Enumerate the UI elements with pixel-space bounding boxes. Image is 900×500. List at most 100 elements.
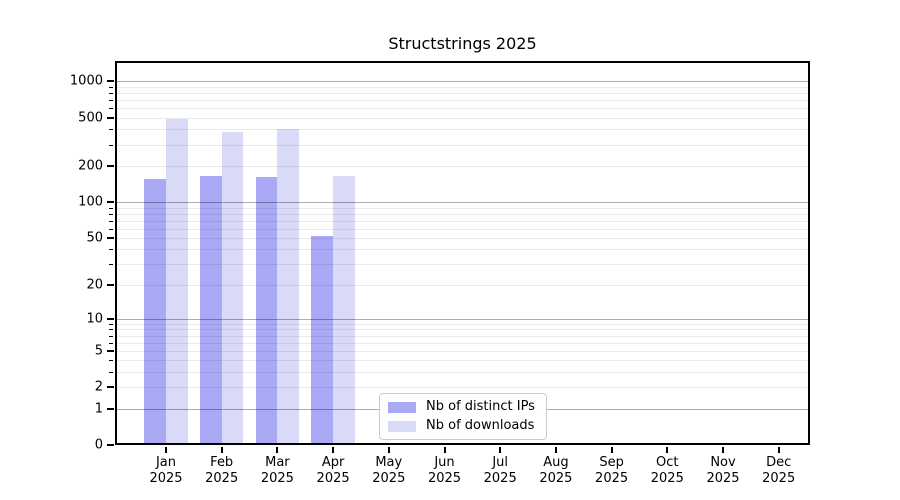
x-tick-label-sep: Sep 2025 bbox=[595, 455, 629, 486]
bar-nb-of-distinct-ips-mar bbox=[255, 177, 278, 445]
legend-swatch-downloads bbox=[388, 420, 416, 432]
x-tick-dec bbox=[777, 447, 780, 453]
x-tick-may bbox=[387, 447, 390, 453]
gridline-minor-30 bbox=[115, 264, 810, 266]
gridline-minor-9 bbox=[115, 323, 810, 325]
y-minortick-70 bbox=[109, 220, 113, 222]
legend-item-downloads: Nb of downloads bbox=[388, 418, 535, 434]
y-tick-label-200: 200 bbox=[78, 158, 103, 174]
y-minortick-900 bbox=[109, 86, 113, 88]
y-minortick-80 bbox=[109, 213, 113, 215]
gridline-minor-80 bbox=[115, 213, 810, 215]
x-tick-label-dec: Dec 2025 bbox=[762, 455, 796, 486]
y-minortick-90 bbox=[109, 207, 113, 209]
gridline-major-10 bbox=[115, 318, 810, 320]
x-tick-jan bbox=[165, 447, 167, 453]
x-tick-nov bbox=[722, 447, 724, 453]
x-tick-apr bbox=[332, 447, 335, 453]
x-tick-label-feb: Feb 2025 bbox=[205, 455, 239, 486]
x-tick-label-may: May 2025 bbox=[372, 455, 406, 486]
bar-nb-of-distinct-ips-apr bbox=[311, 235, 334, 445]
gridline-minor-800 bbox=[115, 93, 810, 94]
gridline-minor-6 bbox=[115, 342, 810, 344]
gridline-minor-50 bbox=[115, 237, 810, 239]
bar-nb-of-downloads-mar bbox=[277, 129, 300, 445]
y-tick-0 bbox=[107, 444, 114, 446]
gridline-major-100 bbox=[115, 202, 810, 204]
legend-label-distinct-ips: Nb of distinct IPs bbox=[426, 399, 535, 414]
y-tick-100 bbox=[107, 201, 114, 204]
y-tick-2 bbox=[107, 386, 114, 389]
y-tick-50 bbox=[107, 236, 114, 239]
gridline-minor-90 bbox=[115, 207, 810, 209]
gridline-minor-900 bbox=[115, 86, 810, 88]
y-tick-200 bbox=[107, 164, 114, 167]
x-tick-label-jul: Jul 2025 bbox=[483, 455, 517, 486]
y-tick-label-50: 50 bbox=[86, 230, 103, 246]
bar-nb-of-distinct-ips-feb bbox=[200, 175, 222, 445]
y-minortick-30 bbox=[109, 264, 113, 266]
plot-area: 0 1 2 5 10 20 50 100 200 500 1000 Jan 2025 Feb 2025 Mar… bbox=[70, 61, 810, 486]
y-minortick-4 bbox=[109, 360, 113, 362]
y-minortick-600 bbox=[109, 108, 113, 110]
y-tick-20 bbox=[107, 283, 114, 286]
y-minortick-40 bbox=[109, 249, 113, 251]
gridline-minor-20 bbox=[115, 284, 810, 286]
x-tick-mar bbox=[276, 447, 279, 453]
y-minortick-60 bbox=[109, 228, 113, 230]
gridline-minor-2 bbox=[115, 387, 810, 389]
y-minortick-3 bbox=[109, 372, 113, 373]
gridline-minor-40 bbox=[115, 249, 810, 251]
x-tick-sep bbox=[610, 447, 613, 453]
x-tick-label-oct: Oct 2025 bbox=[650, 455, 684, 486]
legend-item-distinct-ips: Nb of distinct IPs bbox=[388, 399, 535, 415]
y-minortick-6 bbox=[109, 342, 113, 344]
gridline-minor-7 bbox=[115, 335, 810, 337]
gridline-minor-4 bbox=[115, 360, 810, 362]
legend-swatch-distinct-ips bbox=[388, 401, 416, 413]
x-tick-oct bbox=[666, 447, 669, 453]
bar-nb-of-distinct-ips-jan bbox=[144, 179, 166, 445]
x-tick-jul bbox=[499, 447, 502, 453]
x-tick-feb bbox=[220, 447, 223, 453]
y-tick-1000 bbox=[107, 80, 114, 83]
y-tick-label-5: 5 bbox=[94, 343, 103, 359]
gridline-minor-500 bbox=[115, 117, 810, 119]
y-tick-10 bbox=[107, 317, 114, 320]
x-tick-label-aug: Aug 2025 bbox=[539, 455, 573, 486]
gridline-minor-3 bbox=[115, 372, 810, 373]
chart-title: Structstrings 2025 bbox=[388, 34, 537, 53]
x-tick-label-jan: Jan 2025 bbox=[149, 455, 183, 486]
gridline-minor-60 bbox=[115, 228, 810, 230]
y-tick-label-10: 10 bbox=[86, 311, 103, 327]
y-tick-label-20: 20 bbox=[86, 277, 103, 293]
y-tick-label-1000: 1000 bbox=[69, 73, 103, 89]
y-minortick-400 bbox=[109, 129, 113, 131]
y-tick-label-0: 0 bbox=[94, 437, 103, 453]
y-tick-label-1: 1 bbox=[94, 401, 103, 416]
bar-nb-of-downloads-feb bbox=[221, 132, 244, 445]
bar-nb-of-downloads-apr bbox=[333, 175, 355, 445]
gridline-minor-70 bbox=[115, 220, 810, 222]
y-tick-500 bbox=[107, 116, 114, 119]
gridline-minor-5 bbox=[115, 350, 810, 352]
x-tick-label-nov: Nov 2025 bbox=[706, 455, 740, 486]
y-minortick-8 bbox=[109, 329, 113, 331]
legend-label-downloads: Nb of downloads bbox=[426, 418, 535, 433]
y-minortick-7 bbox=[109, 335, 113, 337]
y-minortick-800 bbox=[109, 93, 113, 94]
y-tick-label-2: 2 bbox=[94, 379, 103, 395]
y-minortick-300 bbox=[109, 144, 113, 146]
gridline-minor-600 bbox=[115, 108, 810, 110]
y-minortick-700 bbox=[109, 100, 113, 102]
bar-nb-of-downloads-jan bbox=[166, 118, 188, 445]
y-minortick-9 bbox=[109, 323, 113, 325]
gridline-minor-200 bbox=[115, 165, 810, 167]
y-tick-1 bbox=[107, 407, 114, 410]
x-tick-jun bbox=[443, 447, 446, 453]
y-tick-label-500: 500 bbox=[78, 110, 103, 126]
y-tick-label-100: 100 bbox=[78, 194, 103, 210]
x-tick-label-jun: Jun 2025 bbox=[427, 455, 462, 486]
gridline-minor-700 bbox=[115, 100, 810, 102]
